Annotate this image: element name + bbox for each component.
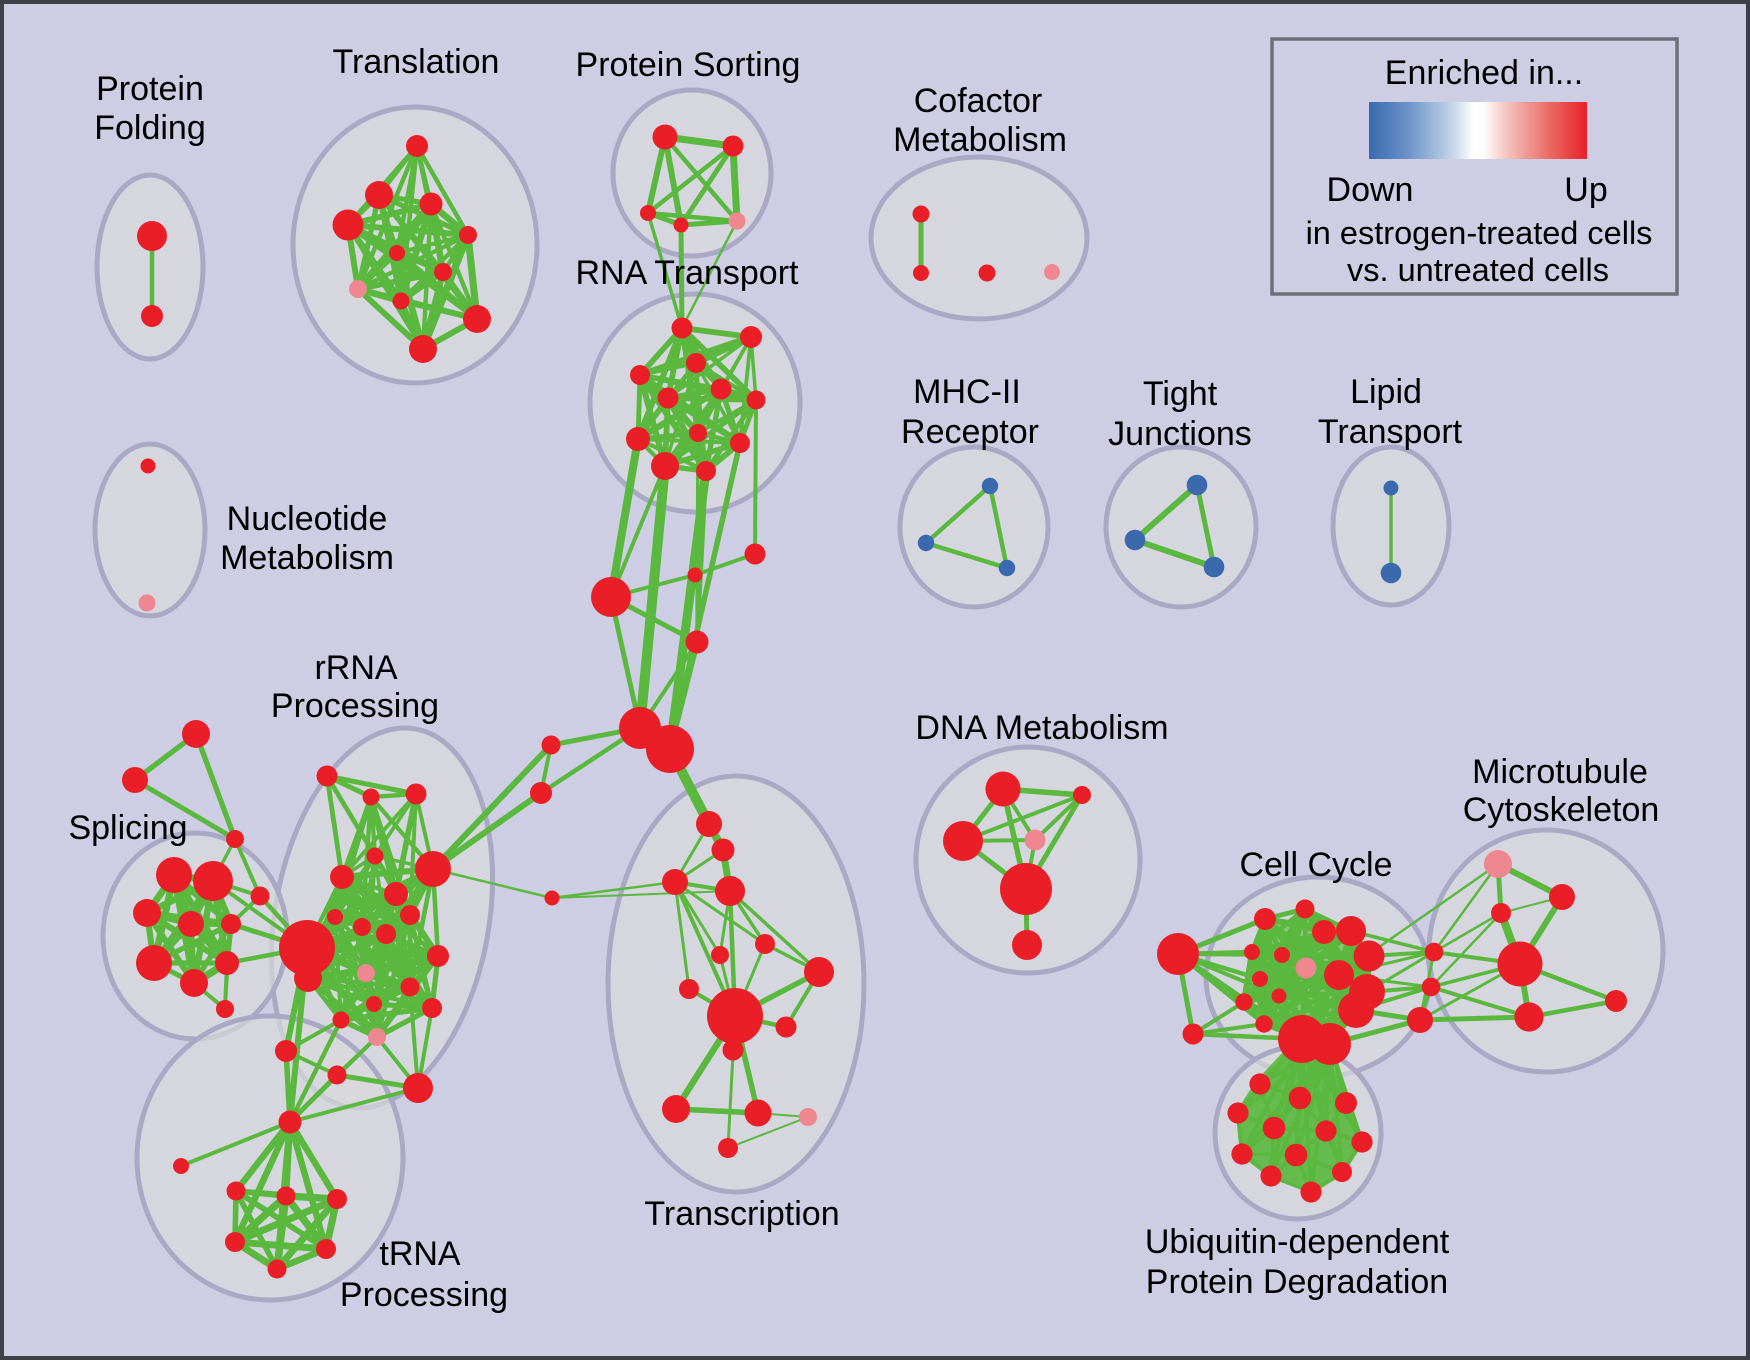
svg-text:Down: Down xyxy=(1327,171,1414,209)
svg-text:rRNA: rRNA xyxy=(314,649,397,687)
svg-text:tRNA: tRNA xyxy=(379,1235,461,1273)
svg-text:Cofactor: Cofactor xyxy=(914,82,1043,120)
svg-text:in estrogen-treated cells: in estrogen-treated cells xyxy=(1306,215,1653,251)
svg-text:RNA Transport: RNA Transport xyxy=(576,254,800,292)
svg-text:Nucleotide: Nucleotide xyxy=(227,500,388,538)
svg-text:MHC-II: MHC-II xyxy=(913,373,1021,411)
svg-text:Folding: Folding xyxy=(94,109,206,147)
svg-text:Metabolism: Metabolism xyxy=(893,121,1067,159)
svg-text:Protein Sorting: Protein Sorting xyxy=(576,46,801,84)
svg-text:Translation: Translation xyxy=(333,43,500,81)
svg-text:Processing: Processing xyxy=(340,1276,508,1314)
svg-text:Cytoskeleton: Cytoskeleton xyxy=(1463,791,1660,829)
svg-text:Protein Degradation: Protein Degradation xyxy=(1146,1263,1448,1301)
svg-text:Up: Up xyxy=(1564,171,1607,209)
svg-text:DNA Metabolism: DNA Metabolism xyxy=(915,709,1168,747)
svg-text:Processing: Processing xyxy=(271,687,439,725)
svg-text:Lipid: Lipid xyxy=(1350,373,1422,411)
svg-text:Transport: Transport xyxy=(1318,413,1463,451)
svg-text:Metabolism: Metabolism xyxy=(220,539,394,577)
svg-text:Receptor: Receptor xyxy=(901,413,1039,451)
svg-text:Enriched in...: Enriched in... xyxy=(1385,54,1583,92)
svg-text:Splicing: Splicing xyxy=(68,809,187,847)
svg-text:Microtubule: Microtubule xyxy=(1472,753,1648,791)
svg-text:vs. untreated cells: vs. untreated cells xyxy=(1347,252,1609,288)
svg-text:Protein: Protein xyxy=(96,70,204,108)
svg-text:Tight: Tight xyxy=(1143,375,1218,413)
svg-text:Junctions: Junctions xyxy=(1108,415,1252,453)
svg-text:Cell Cycle: Cell Cycle xyxy=(1239,846,1392,884)
svg-text:Ubiquitin-dependent: Ubiquitin-dependent xyxy=(1145,1223,1450,1261)
svg-text:Transcription: Transcription xyxy=(644,1195,839,1233)
